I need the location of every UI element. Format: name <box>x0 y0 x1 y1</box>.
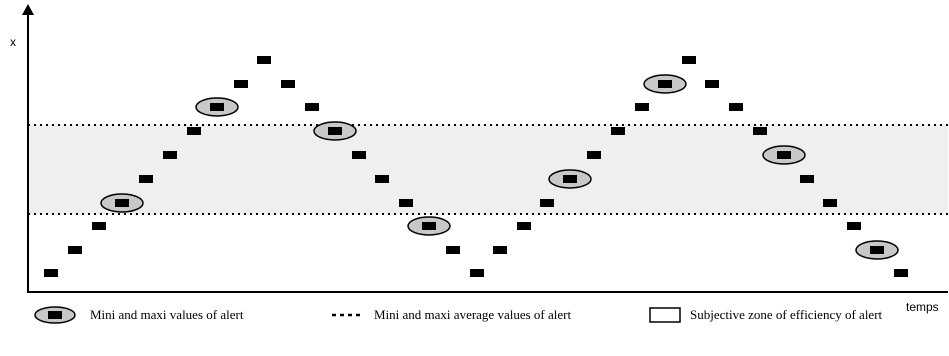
value-marker <box>847 222 861 230</box>
alert-diagram <box>22 4 948 293</box>
value-marker <box>139 175 153 183</box>
value-marker <box>894 269 908 277</box>
value-marker <box>540 199 554 207</box>
value-marker <box>234 80 248 88</box>
value-marker <box>682 56 696 64</box>
value-marker <box>517 222 531 230</box>
value-marker <box>305 103 319 111</box>
legend-item-efficiency-zone: Subjective zone of efficiency of alert <box>648 305 882 325</box>
value-marker <box>777 151 791 159</box>
rectangle-icon <box>649 307 681 323</box>
legend-label-average-values: Mini and maxi average values of alert <box>374 307 572 322</box>
legend-item-alert-values: Mini and maxi values of alert <box>32 305 243 325</box>
value-marker <box>163 151 177 159</box>
value-marker <box>399 199 413 207</box>
value-marker <box>210 103 224 111</box>
value-marker <box>68 246 82 254</box>
value-marker <box>563 175 577 183</box>
legend: Mini and maxi values of alert Mini and m… <box>0 305 949 345</box>
value-marker <box>493 246 507 254</box>
legend-label-efficiency-zone: Subjective zone of efficiency of alert <box>690 307 883 322</box>
value-marker <box>44 269 58 277</box>
value-marker <box>352 151 366 159</box>
efficiency-zone <box>28 125 948 214</box>
alert-markers <box>44 56 908 277</box>
value-marker <box>753 127 767 135</box>
y-axis-label: x <box>10 35 16 49</box>
value-marker <box>823 199 837 207</box>
value-marker <box>446 246 460 254</box>
x-axis-label: temps <box>906 300 939 314</box>
value-marker <box>800 175 814 183</box>
value-marker <box>281 80 295 88</box>
value-marker <box>92 222 106 230</box>
ellipse-with-square-icon <box>34 306 76 324</box>
legend-label-alert-values: Mini and maxi values of alert <box>90 307 244 322</box>
value-marker <box>635 103 649 111</box>
value-marker <box>257 56 271 64</box>
value-marker <box>729 103 743 111</box>
value-marker <box>115 199 129 207</box>
value-marker <box>470 269 484 277</box>
legend-item-average-values: Mini and maxi average values of alert <box>330 305 571 325</box>
value-marker <box>611 127 625 135</box>
value-marker <box>870 246 884 254</box>
value-marker <box>328 127 342 135</box>
value-marker <box>422 222 436 230</box>
y-axis-arrow <box>22 4 34 15</box>
value-marker <box>587 151 601 159</box>
value-marker <box>705 80 719 88</box>
value-marker <box>658 80 672 88</box>
dotted-line-icon <box>332 313 364 317</box>
value-marker <box>375 175 389 183</box>
value-marker <box>187 127 201 135</box>
